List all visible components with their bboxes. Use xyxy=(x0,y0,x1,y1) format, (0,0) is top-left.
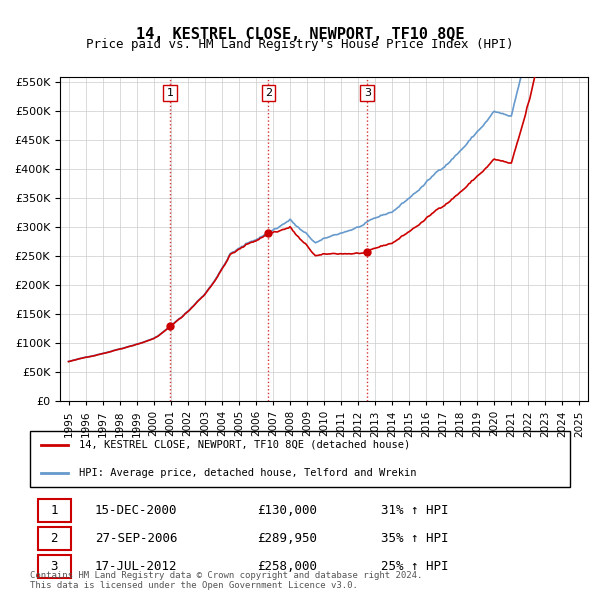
Text: £130,000: £130,000 xyxy=(257,504,317,517)
Text: 2: 2 xyxy=(50,532,58,545)
Text: 25% ↑ HPI: 25% ↑ HPI xyxy=(381,560,449,573)
Text: 17-JUL-2012: 17-JUL-2012 xyxy=(95,560,178,573)
Text: 35% ↑ HPI: 35% ↑ HPI xyxy=(381,532,449,545)
Text: 1: 1 xyxy=(50,504,58,517)
Text: 15-DEC-2000: 15-DEC-2000 xyxy=(95,504,178,517)
FancyBboxPatch shape xyxy=(38,527,71,550)
Text: £258,000: £258,000 xyxy=(257,560,317,573)
FancyBboxPatch shape xyxy=(38,555,71,578)
FancyBboxPatch shape xyxy=(38,499,71,522)
Text: 3: 3 xyxy=(50,560,58,573)
Text: Contains HM Land Registry data © Crown copyright and database right 2024.
This d: Contains HM Land Registry data © Crown c… xyxy=(30,571,422,590)
Text: 2: 2 xyxy=(265,88,272,98)
Text: 1: 1 xyxy=(167,88,173,98)
Text: 27-SEP-2006: 27-SEP-2006 xyxy=(95,532,178,545)
Text: 3: 3 xyxy=(364,88,371,98)
Text: HPI: Average price, detached house, Telford and Wrekin: HPI: Average price, detached house, Telf… xyxy=(79,468,416,478)
Text: 14, KESTREL CLOSE, NEWPORT, TF10 8QE (detached house): 14, KESTREL CLOSE, NEWPORT, TF10 8QE (de… xyxy=(79,440,410,450)
Text: Price paid vs. HM Land Registry's House Price Index (HPI): Price paid vs. HM Land Registry's House … xyxy=(86,38,514,51)
Text: 31% ↑ HPI: 31% ↑ HPI xyxy=(381,504,449,517)
Text: 14, KESTREL CLOSE, NEWPORT, TF10 8QE: 14, KESTREL CLOSE, NEWPORT, TF10 8QE xyxy=(136,27,464,41)
Text: £289,950: £289,950 xyxy=(257,532,317,545)
